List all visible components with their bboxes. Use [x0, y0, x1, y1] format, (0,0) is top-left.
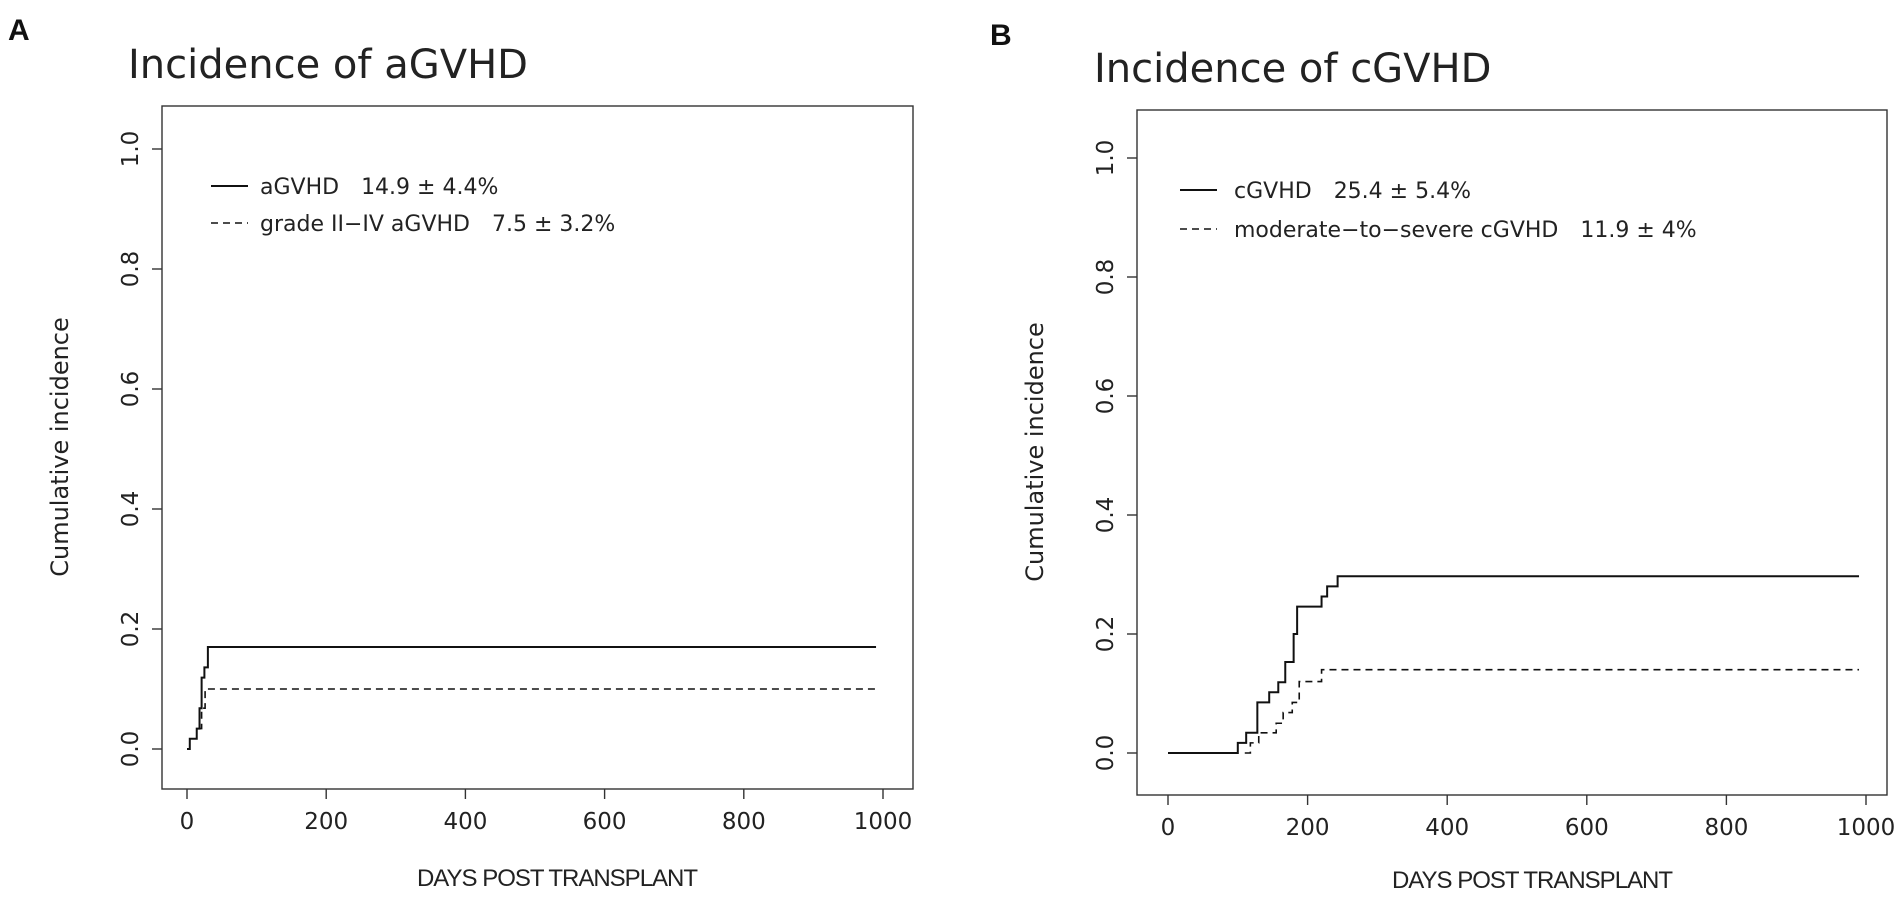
curves	[1168, 575, 1860, 754]
legend-label: cGVHD 25.4 ± 5.4%	[1234, 179, 1471, 204]
legend-label: grade II−IV aGVHD 7.5 ± 3.2%	[260, 212, 615, 237]
legend-label: aGVHD 14.9 ± 4.4%	[260, 175, 498, 200]
x-axis-label: DAYS POST TRANSPLANT	[417, 865, 698, 892]
x-tick-label: 1000	[1837, 815, 1896, 841]
axis-ticks: 0 200 400 600 800 1000 0.0 0.2 0.4 0.6 0.8 1.0	[118, 131, 912, 835]
chart-title: Incidence of aGVHD	[128, 42, 528, 88]
x-axis-label: DAYS POST TRANSPLANT	[1392, 867, 1673, 894]
y-axis-label: Cumulative incidence	[46, 317, 74, 577]
legend-series-value: 11.9 ± 4%	[1580, 218, 1696, 243]
legend-series-name: grade II−IV aGVHD	[260, 212, 470, 237]
curves	[187, 646, 877, 750]
legend-series-value: 25.4 ± 5.4%	[1334, 179, 1471, 204]
x-tick-label: 0	[1161, 815, 1176, 841]
legend-series-name: cGVHD	[1234, 179, 1312, 204]
series-curve-solid	[1168, 575, 1860, 754]
plot-frame	[1136, 109, 1888, 796]
x-tick-label: 1000	[854, 809, 913, 835]
x-tick-label: 200	[1286, 815, 1330, 841]
panel-a: A Incidence of aGVHD Cumulative incidenc…	[8, 14, 914, 892]
panel-label: B	[990, 19, 1012, 52]
legend-series-value: 14.9 ± 4.4%	[361, 175, 498, 200]
x-tick-label: 400	[1425, 815, 1469, 841]
y-tick-label: 0.2	[1093, 616, 1119, 653]
legend-series-name: moderate−to−severe cGVHD	[1234, 218, 1558, 243]
axis-ticks: 0 200 400 600 800 1000 0.0 0.2 0.4 0.6 0.8 1.0	[1093, 140, 1895, 841]
series-curve-dashed	[1244, 668, 1860, 754]
y-tick-label: 1.0	[118, 131, 144, 168]
y-tick-label: 1.0	[1093, 140, 1119, 177]
y-tick-label: 0.4	[1093, 497, 1119, 534]
x-tick-label: 0	[180, 809, 195, 835]
y-tick-label: 0.6	[1093, 378, 1119, 415]
x-tick-label: 200	[304, 809, 348, 835]
panel-b: B Incidence of cGVHD Cumulative incidenc…	[990, 19, 1895, 894]
panel-label: A	[8, 14, 30, 47]
x-tick-label: 800	[1704, 815, 1748, 841]
x-tick-label: 600	[583, 809, 627, 835]
x-tick-label: 400	[443, 809, 487, 835]
y-axis-label: Cumulative incidence	[1021, 322, 1049, 582]
y-tick-label: 0.0	[1093, 735, 1119, 772]
legend: aGVHD 14.9 ± 4.4% grade II−IV aGVHD 7.5 ± …	[211, 175, 615, 237]
legend-series-name: aGVHD	[260, 175, 339, 200]
y-tick-label: 0.6	[118, 371, 144, 408]
x-tick-label: 800	[722, 809, 766, 835]
y-tick-label: 0.0	[118, 731, 144, 768]
plot-frame	[161, 105, 914, 790]
chart-title: Incidence of cGVHD	[1094, 46, 1491, 92]
legend: cGVHD 25.4 ± 5.4% moderate−to−severe cGVH…	[1180, 179, 1697, 243]
y-tick-label: 0.8	[1093, 259, 1119, 296]
x-tick-label: 600	[1565, 815, 1609, 841]
y-tick-label: 0.2	[118, 611, 144, 648]
legend-series-value: 7.5 ± 3.2%	[492, 212, 615, 237]
y-tick-label: 0.8	[118, 251, 144, 288]
series-curve-dashed	[199, 688, 877, 730]
y-tick-label: 0.4	[118, 491, 144, 528]
series-curve-solid	[187, 646, 877, 750]
legend-label: moderate−to−severe cGVHD 11.9 ± 4%	[1234, 218, 1697, 243]
